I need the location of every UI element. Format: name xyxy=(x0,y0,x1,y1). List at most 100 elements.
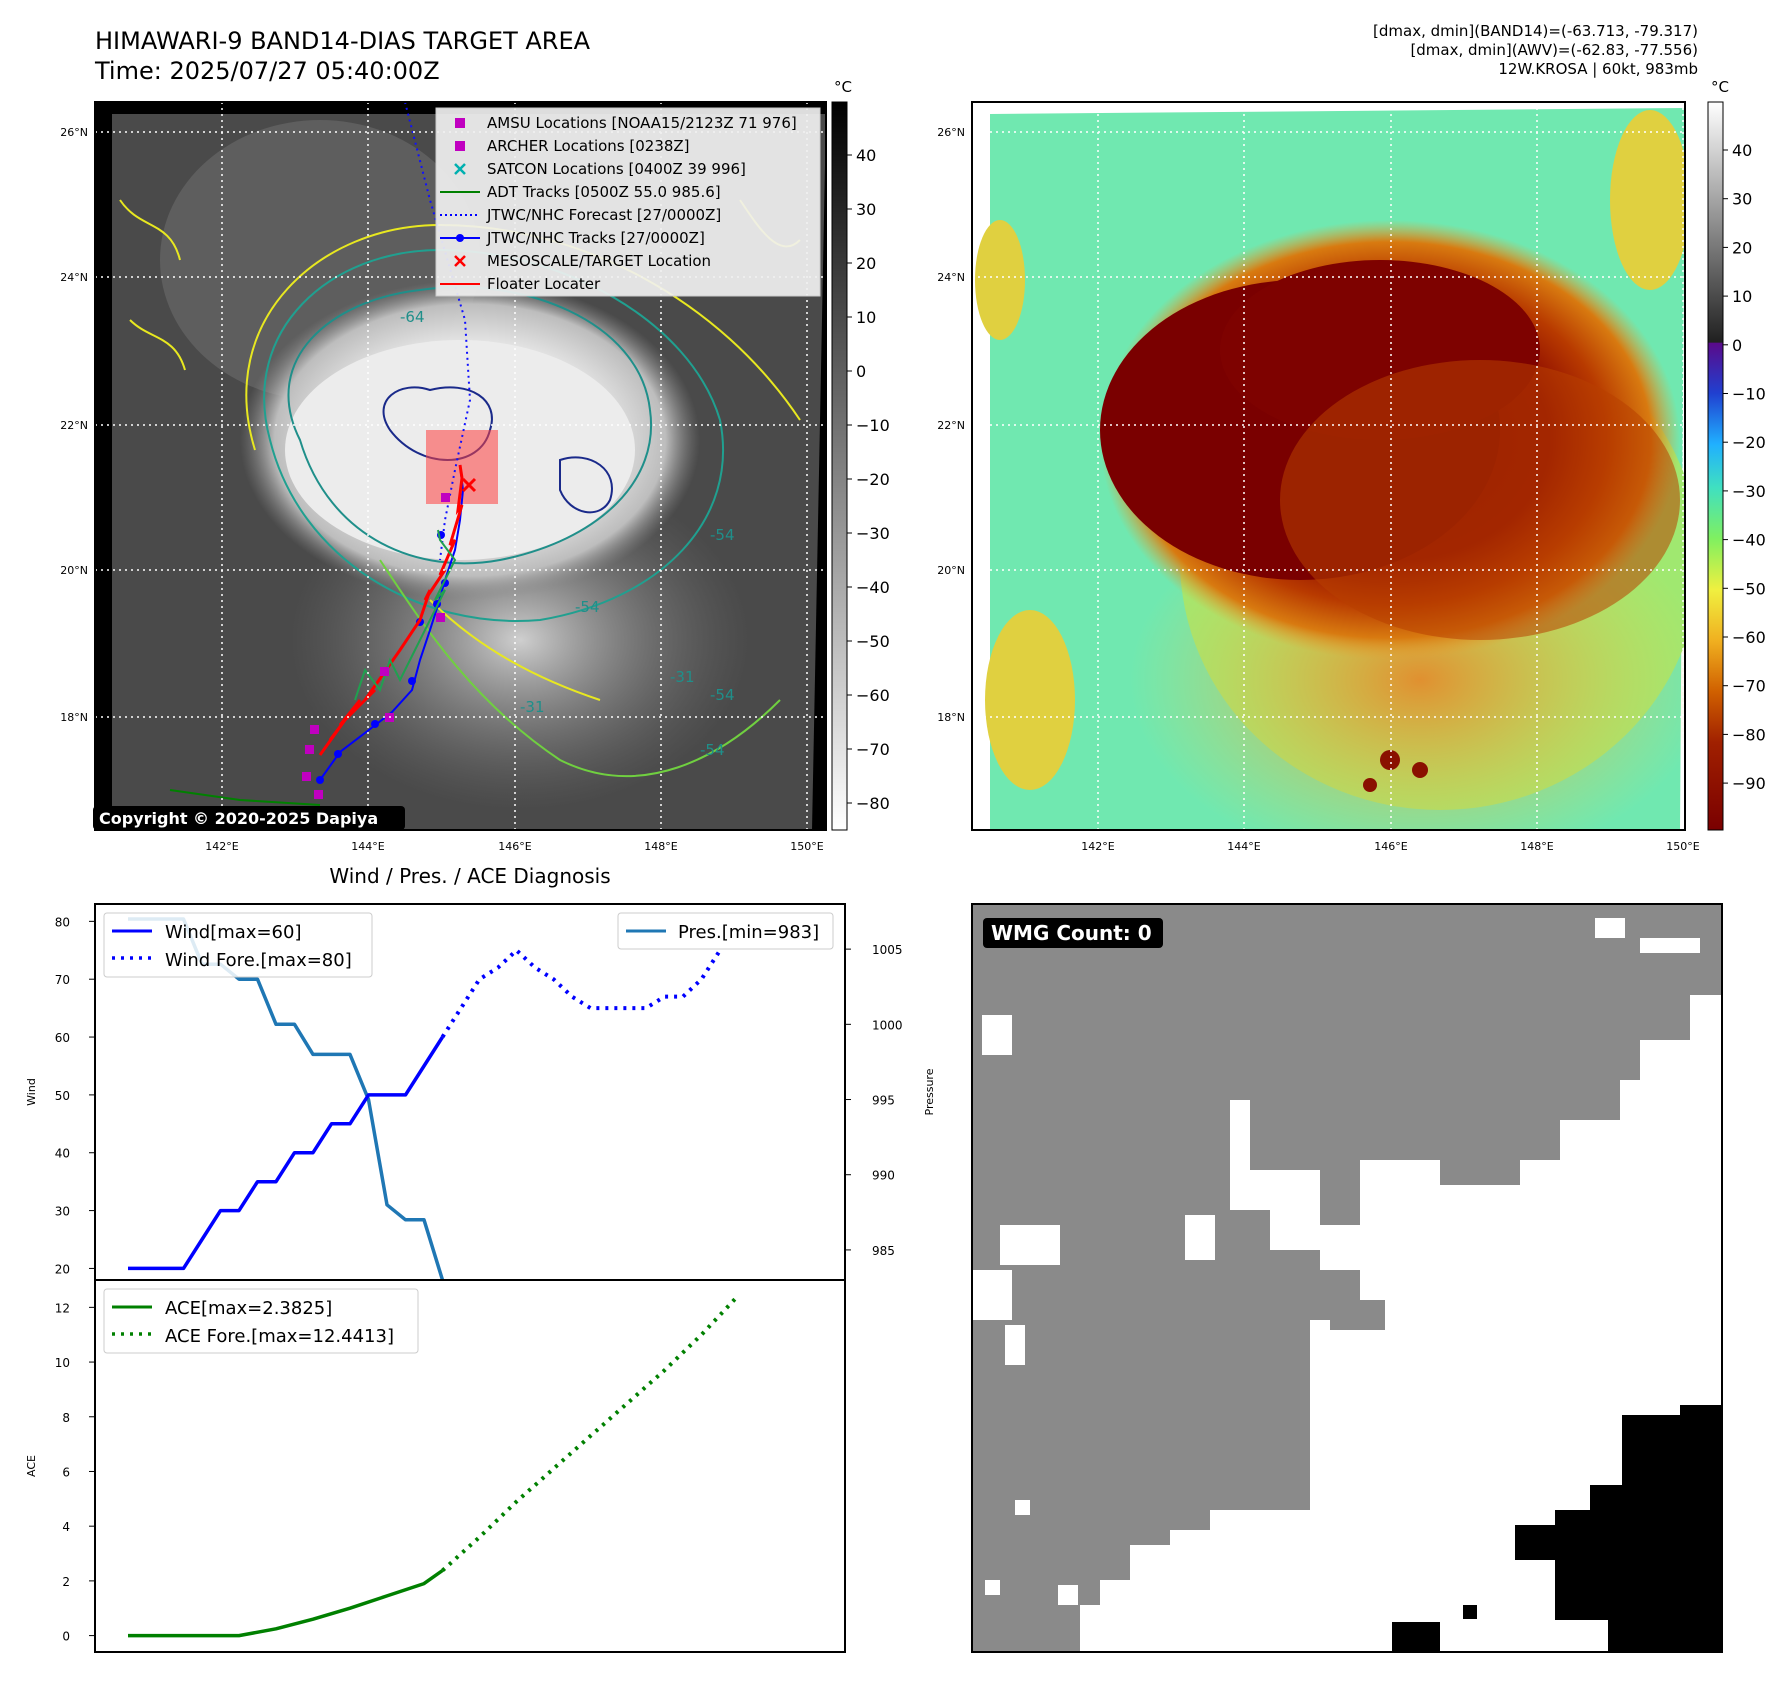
title-line-1: HIMAWARI-9 BAND14-DIAS TARGET AREA xyxy=(95,27,591,55)
wind-tick-label: 20 xyxy=(55,1262,70,1276)
wind-tick-label: 30 xyxy=(55,1205,70,1219)
wind-axis-label: Wind xyxy=(25,1078,38,1106)
lon-tick-label: 144°E xyxy=(351,840,384,853)
pressure-axis-label: Pressure xyxy=(923,1068,936,1115)
info-line-1: [dmax, dmin](BAND14)=(-63.713, -79.317) xyxy=(1373,22,1698,40)
legend-label: JTWC/NHC Forecast [27/0000Z] xyxy=(486,206,721,224)
lon-tick-label: 148°E xyxy=(644,840,677,853)
info-line-2: [dmax, dmin](AWV)=(-62.83, -77.556) xyxy=(1410,41,1698,59)
ace-legend-label: ACE[max=2.3825] xyxy=(165,1298,332,1319)
colorbar-tick-label: −70 xyxy=(856,740,890,759)
colorbar-tick-label: 30 xyxy=(1732,190,1752,209)
contour-label: -54 xyxy=(700,741,725,759)
colorbar-tick-label: −70 xyxy=(1732,677,1766,696)
colorbar-left-unit: °C xyxy=(834,78,852,96)
lat-tick-label: 26°N xyxy=(60,126,88,139)
lon-tick-label: 150°E xyxy=(1666,840,1699,853)
ace-tick-label: 10 xyxy=(55,1356,70,1370)
ace-tick-label: 0 xyxy=(62,1630,70,1644)
colorbar-tick-label: −60 xyxy=(856,686,890,705)
colorbar-tick-label: −50 xyxy=(1732,579,1766,598)
colorbar-right: °C 40 30 20 10 0 −10 −20 −30 −40 −50 −60 −70 −80 −90 xyxy=(1707,78,1766,831)
colorbar-tick-label: 10 xyxy=(856,308,876,327)
colorbar-tick-label: −20 xyxy=(856,470,890,489)
lon-tick-label: 148°E xyxy=(1520,840,1553,853)
pressure-tick-label: 1000 xyxy=(872,1018,903,1032)
ace-tick-label: 4 xyxy=(62,1520,70,1534)
pressure-legend: Pres.[min=983] xyxy=(617,912,834,950)
title-line-2: Time: 2025/07/27 05:40:00Z xyxy=(95,57,440,85)
legend-label: MESOSCALE/TARGET Location xyxy=(487,252,711,270)
legend-label: SATCON Locations [0400Z 39 996] xyxy=(487,160,746,178)
series-line xyxy=(440,948,722,1039)
colorbar-right-unit: °C xyxy=(1711,78,1729,96)
contour-label: -54 xyxy=(575,598,600,616)
wind-tick-label: 50 xyxy=(55,1089,70,1103)
series-line xyxy=(128,1036,444,1271)
colorbar-tick-label: 20 xyxy=(1732,238,1752,257)
pressure-tick-label: 985 xyxy=(872,1244,895,1258)
contour-label: -31 xyxy=(670,668,695,686)
pressure-tick-label: 990 xyxy=(872,1169,895,1183)
legend-label: JTWC/NHC Tracks [27/0000Z] xyxy=(486,229,705,247)
legend-label: AMSU Locations [NOAA15/2123Z 71 976] xyxy=(487,114,797,132)
ace-axis-label: ACE xyxy=(25,1455,38,1477)
colorbar-tick-label: 40 xyxy=(1732,141,1752,160)
wmg-panel: WMG Count: 0 xyxy=(971,903,1723,1653)
lon-tick-label: 142°E xyxy=(205,840,238,853)
legend-label: Floater Locater xyxy=(487,275,601,293)
colorbar-tick-label: 40 xyxy=(856,146,876,165)
lon-tick-label: 146°E xyxy=(1374,840,1407,853)
lat-tick-label: 24°N xyxy=(60,271,88,284)
wind-pressure-chart: Wind Pressure 20 30 40 50 60 70 80 985 990 995 100… xyxy=(25,903,936,1281)
lat-tick-label: 20°N xyxy=(937,564,965,577)
lon-tick-label: 144°E xyxy=(1227,840,1260,853)
lat-tick-label: 18°N xyxy=(937,711,965,724)
wind-tick-label: 60 xyxy=(55,1031,70,1045)
figure-info: [dmax, dmin](BAND14)=(-63.713, -79.317) … xyxy=(1373,22,1698,79)
wmg-count-label: WMG Count: 0 xyxy=(991,921,1152,945)
ir-map-right xyxy=(971,101,1686,831)
legend-marker-x xyxy=(454,163,466,175)
ace-tick-label: 8 xyxy=(62,1411,70,1425)
lon-tick-label: 150°E xyxy=(790,840,823,853)
pressure-tick-label: 995 xyxy=(872,1094,895,1108)
lat-tick-label: 18°N xyxy=(60,711,88,724)
lat-tick-label: 24°N xyxy=(937,271,965,284)
colorbar-tick-label: −80 xyxy=(1732,725,1766,744)
series-line xyxy=(441,1293,740,1572)
legend-marker-square xyxy=(455,141,465,151)
colorbar-tick-label: −10 xyxy=(1732,385,1766,404)
legend-marker-x xyxy=(454,255,466,267)
lat-tick-label: 22°N xyxy=(60,419,88,432)
colorbar-left: °C 40 30 20 10 0 −10 −20 −30 −40 −50 −60 −70 −80 xyxy=(831,78,890,831)
colorbar-tick-label: −30 xyxy=(1732,482,1766,501)
pressure-legend-label: Pres.[min=983] xyxy=(678,922,819,943)
lon-tick-label: 146°E xyxy=(498,840,531,853)
diagnosis-title: Wind / Pres. / ACE Diagnosis xyxy=(329,864,610,888)
legend-label: ADT Tracks [0500Z 55.0 985.6] xyxy=(487,183,721,201)
pressure-tick-label: 1005 xyxy=(872,943,903,957)
colorbar-tick-label: −40 xyxy=(856,578,890,597)
lat-tick-label: 26°N xyxy=(937,126,965,139)
wind-tick-label: 40 xyxy=(55,1147,70,1161)
copyright-badge: Copyright © 2020-2025 Dapiya xyxy=(93,806,405,830)
colorbar-tick-label: 20 xyxy=(856,254,876,273)
colorbar-tick-label: 0 xyxy=(1732,336,1742,355)
legend-marker-dot xyxy=(456,234,464,242)
colorbar-tick-label: −40 xyxy=(1732,531,1766,550)
contour-label: -64 xyxy=(400,308,425,326)
colorbar-tick-label: −30 xyxy=(856,524,890,543)
lat-tick-label: 20°N xyxy=(60,564,88,577)
info-line-3: 12W.KROSA | 60kt, 983mb xyxy=(1498,60,1698,78)
colorbar-tick-label: −50 xyxy=(856,632,890,651)
lon-tick-label: 142°E xyxy=(1081,840,1114,853)
wind-tick-label: 70 xyxy=(55,973,70,987)
ace-legend: ACE[max=2.3825] ACE Fore.[max=12.4413] xyxy=(103,1288,419,1354)
lat-tick-label: 22°N xyxy=(937,419,965,432)
colorbar-tick-label: −80 xyxy=(856,794,890,813)
colorbar-tick-label: 0 xyxy=(856,362,866,381)
colorbar-tick-label: −90 xyxy=(1732,774,1766,793)
legend-marker-square xyxy=(455,118,465,128)
